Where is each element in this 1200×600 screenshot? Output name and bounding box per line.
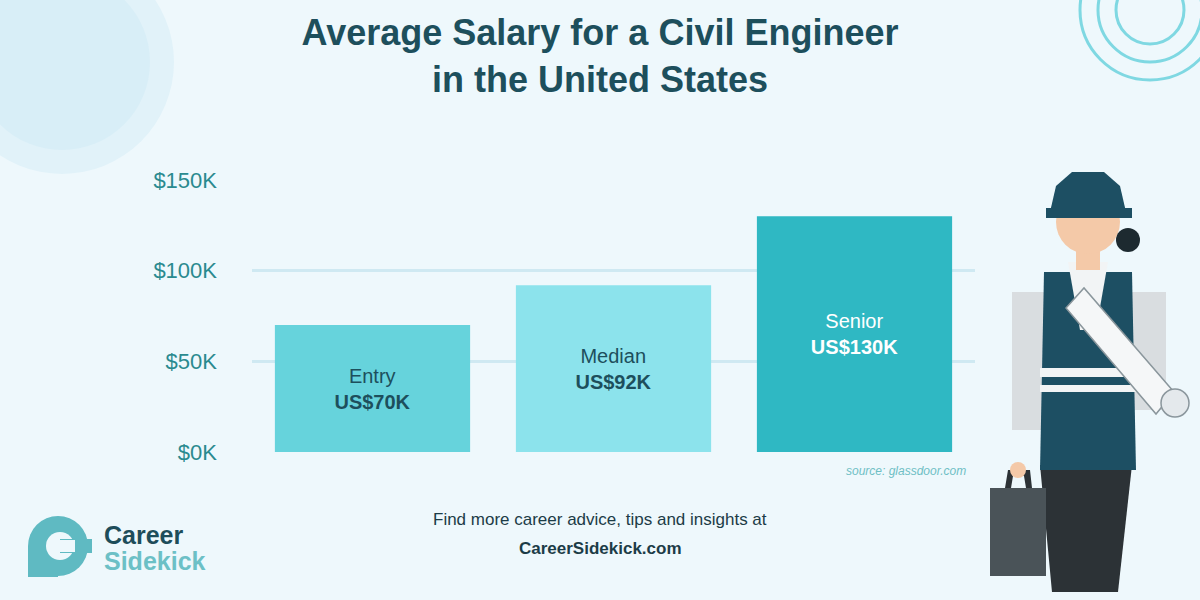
svg-text:CareerSidekick.com: CareerSidekick.com [519, 539, 682, 558]
svg-text:MedianUS$92K: MedianUS$92K [575, 345, 651, 393]
svg-text:Find more career advice, tips: Find more career advice, tips and insigh… [433, 510, 767, 529]
svg-text:Average Salary for a Civil Eng: Average Salary for a Civil Engineerin th… [302, 12, 899, 100]
svg-text:Career: Career [104, 521, 183, 549]
svg-text:EntryUS$70K: EntryUS$70K [334, 365, 410, 413]
svg-text:source: glassdoor.com: source: glassdoor.com [846, 464, 966, 478]
svg-text:Sidekick: Sidekick [104, 547, 206, 575]
svg-text:$150K: $150K [153, 168, 217, 193]
svg-text:SeniorUS$130K: SeniorUS$130K [811, 310, 898, 358]
svg-text:$0K: $0K [178, 440, 217, 465]
svg-text:$50K: $50K [166, 349, 218, 374]
svg-text:$100K: $100K [153, 258, 217, 283]
